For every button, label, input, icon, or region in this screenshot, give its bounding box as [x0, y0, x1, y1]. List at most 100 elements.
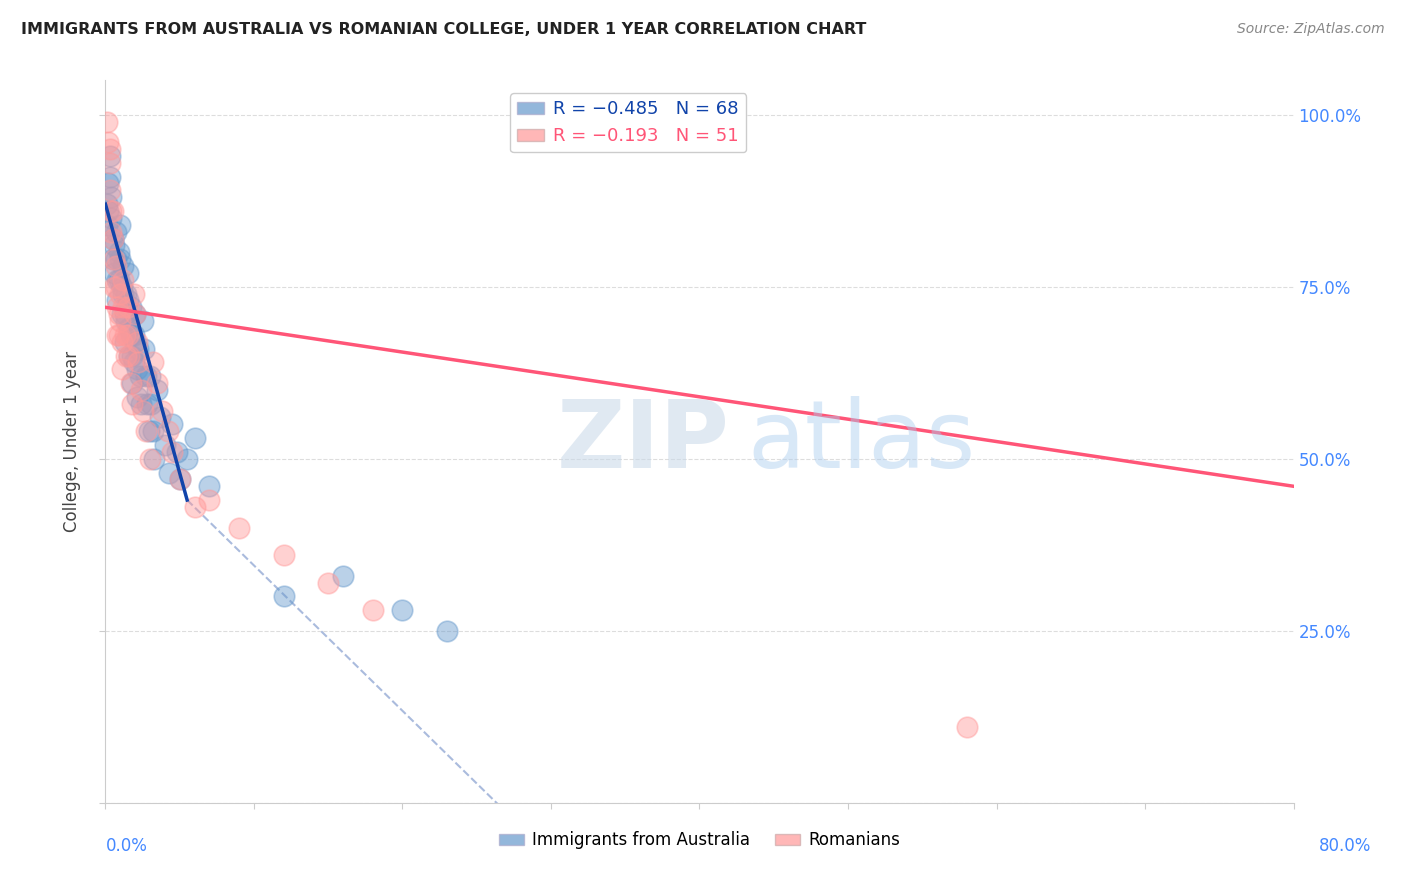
- Point: [122, 286, 145, 301]
- Point: [101, 231, 124, 245]
- Point: [100, 190, 122, 204]
- Point: [114, 334, 136, 349]
- Point: [108, 307, 131, 321]
- Point: [117, 327, 139, 342]
- Point: [169, 472, 191, 486]
- Point: [436, 624, 458, 638]
- Point: [97, 177, 120, 191]
- Point: [183, 500, 205, 514]
- Point: [956, 720, 979, 734]
- Point: [96, 114, 118, 128]
- Point: [100, 225, 122, 239]
- Point: [112, 301, 135, 315]
- Point: [131, 314, 153, 328]
- Point: [111, 307, 134, 321]
- Point: [127, 342, 149, 356]
- Point: [118, 349, 141, 363]
- Point: [103, 266, 125, 280]
- Point: [115, 349, 138, 363]
- Point: [127, 355, 149, 369]
- Point: [108, 327, 131, 342]
- Point: [97, 135, 120, 149]
- Point: [139, 451, 162, 466]
- Point: [104, 252, 127, 267]
- Point: [110, 252, 132, 267]
- Point: [101, 252, 124, 267]
- Point: [273, 590, 295, 604]
- Text: 0.0%: 0.0%: [105, 837, 148, 855]
- Point: [129, 383, 152, 397]
- Point: [114, 327, 136, 342]
- Point: [228, 520, 250, 534]
- Point: [98, 142, 121, 156]
- Text: atlas: atlas: [747, 395, 976, 488]
- Point: [115, 286, 138, 301]
- Point: [117, 301, 139, 315]
- Point: [156, 424, 179, 438]
- Point: [125, 334, 148, 349]
- Point: [149, 410, 172, 425]
- Point: [125, 390, 148, 404]
- Point: [100, 211, 122, 225]
- Point: [120, 376, 142, 390]
- Point: [142, 424, 165, 438]
- Point: [114, 307, 136, 321]
- Point: [143, 451, 166, 466]
- Point: [122, 327, 145, 342]
- Point: [110, 286, 132, 301]
- Point: [117, 266, 139, 280]
- Point: [111, 334, 134, 349]
- Point: [98, 149, 121, 163]
- Point: [104, 259, 127, 273]
- Point: [105, 301, 128, 315]
- Point: [108, 273, 131, 287]
- Point: [118, 321, 141, 335]
- Point: [97, 204, 120, 219]
- Point: [105, 293, 128, 308]
- Point: [332, 568, 354, 582]
- Point: [101, 231, 124, 245]
- Point: [100, 204, 122, 219]
- Point: [162, 445, 184, 459]
- Point: [198, 479, 221, 493]
- Point: [122, 355, 145, 369]
- Point: [146, 376, 169, 390]
- Point: [98, 169, 121, 184]
- Point: [117, 293, 139, 308]
- Point: [110, 218, 132, 232]
- Point: [111, 279, 134, 293]
- Point: [139, 369, 162, 384]
- Point: [104, 279, 127, 293]
- Point: [136, 397, 159, 411]
- Point: [112, 259, 135, 273]
- Point: [129, 397, 152, 411]
- Point: [198, 493, 221, 508]
- Point: [141, 397, 163, 411]
- Point: [112, 286, 135, 301]
- Point: [169, 472, 191, 486]
- Point: [110, 314, 132, 328]
- Point: [125, 362, 148, 376]
- Point: [157, 466, 180, 480]
- Point: [96, 218, 118, 232]
- Point: [162, 417, 184, 432]
- Point: [121, 349, 143, 363]
- Point: [115, 314, 138, 328]
- Point: [103, 252, 125, 267]
- Point: [132, 342, 155, 356]
- Point: [120, 301, 142, 315]
- Text: ZIP: ZIP: [557, 395, 730, 488]
- Point: [118, 349, 141, 363]
- Point: [108, 245, 131, 260]
- Point: [176, 451, 198, 466]
- Point: [98, 156, 121, 170]
- Point: [124, 334, 146, 349]
- Y-axis label: College, Under 1 year: College, Under 1 year: [63, 351, 82, 533]
- Point: [135, 424, 157, 438]
- Point: [103, 238, 125, 252]
- Text: 80.0%: 80.0%: [1319, 837, 1371, 855]
- Point: [111, 362, 134, 376]
- Point: [98, 183, 121, 197]
- Point: [101, 204, 124, 219]
- Point: [183, 431, 205, 445]
